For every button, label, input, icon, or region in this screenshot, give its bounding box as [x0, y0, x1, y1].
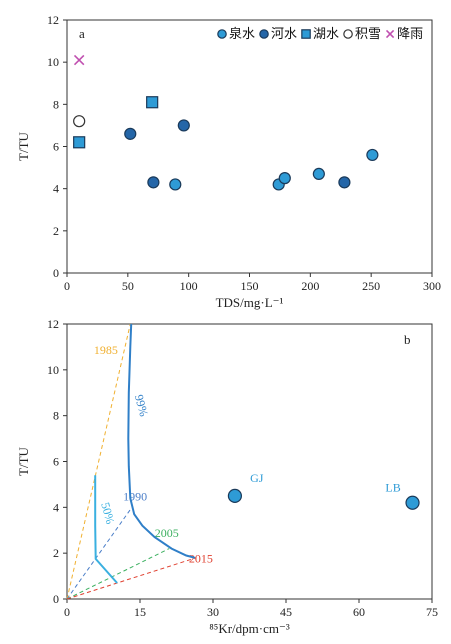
chart-b-y-tick-label: 0	[53, 592, 59, 606]
chart-b-y-axis-label: T/TU	[16, 446, 31, 475]
chart-b-line-99pct	[127, 323, 196, 559]
chart-a-legend-label: 湖水	[313, 27, 339, 42]
chart-a-point	[124, 127, 137, 140]
chart-b-x-tick-label: 15	[134, 605, 146, 619]
chart-b-plot-area	[66, 323, 433, 600]
chart-a-marks	[73, 54, 379, 191]
chart-b-line-1990	[66, 509, 131, 600]
chart-a-x-tick-label: 250	[362, 279, 380, 293]
chart-a-point	[73, 136, 86, 149]
chart-a-point	[169, 178, 182, 191]
chart-b-y-tick-label: 10	[47, 363, 59, 377]
chart-a-legend: 泉水 河水 湖水 积雪 降雨	[217, 26, 423, 42]
chart-a-x-tick-label: 150	[241, 279, 259, 293]
chart-a-x-tick-label: 0	[64, 279, 70, 293]
chart-a-y-tick-label: 4	[53, 182, 59, 196]
chart-b-axes: 0 15 30 45 60 75 0 2 4 6 8 10 12	[47, 317, 438, 619]
chart-a-legend-marker	[385, 29, 395, 39]
chart-a-legend-label: 泉水	[229, 26, 255, 42]
chart-b-point-label: GJ	[250, 471, 264, 485]
chart-b-line-label: 2015	[189, 551, 213, 565]
chart-a-point	[147, 176, 160, 189]
chart-a-x-axis-label: TDS/mg·L⁻¹	[216, 295, 284, 310]
chart-b-line-2015	[66, 557, 197, 600]
chart-a: 0 50 100 150 200 250 300 0 2 4 6 8 10 12 泉水 河水 湖水 积雪 降雨 a…	[16, 13, 441, 310]
chart-a-point	[73, 54, 85, 66]
chart-b-y-tick-label: 4	[53, 500, 59, 514]
chart-b-y-tick-label: 2	[53, 546, 59, 560]
chart-b-marks: GJ LB	[227, 471, 420, 510]
chart-b-line-label: 1990	[123, 489, 147, 503]
chart-a-x-tick-label: 100	[180, 279, 198, 293]
chart-a-legend-marker	[301, 29, 311, 39]
chart-a-point	[73, 115, 86, 128]
chart-b-point	[405, 495, 420, 510]
chart-b-y-tick-label: 8	[53, 409, 59, 423]
chart-b-x-tick-label: 0	[64, 605, 70, 619]
chart-a-legend-marker	[259, 29, 269, 39]
chart-a-legend-label: 积雪	[355, 27, 381, 42]
chart-b-line-label: 50%	[98, 501, 117, 526]
chart-b-line-label: 2005	[155, 526, 179, 540]
chart-b-x-tick-label: 45	[280, 605, 292, 619]
chart-a-legend-label: 降雨	[397, 27, 423, 42]
chart-b-y-tick-label: 12	[47, 317, 59, 331]
chart-b-x-tick-label: 75	[426, 605, 438, 619]
chart-b-line-1985	[66, 323, 131, 600]
chart-a-y-tick-label: 12	[47, 13, 59, 27]
chart-a-x-tick-label: 200	[301, 279, 319, 293]
chart-a-point-stroke	[73, 54, 85, 66]
chart-a-y-tick-label: 6	[53, 140, 59, 154]
chart-b-y-tick-label: 6	[53, 455, 59, 469]
chart-a-plot-area	[66, 19, 433, 274]
chart-a-point	[338, 176, 351, 189]
chart-a-y-tick-label: 0	[53, 266, 59, 280]
chart-a-y-tick-label: 10	[47, 55, 59, 69]
chart-b-line-2005	[66, 548, 170, 600]
chart-b-line-50pct	[94, 475, 118, 584]
chart-a-axes: 0 50 100 150 200 250 300 0 2 4 6 8 10 12	[47, 13, 441, 293]
chart-a-legend-marker	[343, 29, 353, 39]
chart-b-x-axis-label: ⁸⁵Kr/dpm·cm⁻³	[209, 621, 290, 636]
chart-a-point	[366, 148, 379, 162]
chart-a-x-tick-label: 50	[122, 279, 134, 293]
chart-a-panel-label: a	[79, 26, 85, 41]
chart-a-point	[278, 172, 291, 185]
chart-a-y-axis-label: T/TU	[16, 131, 31, 160]
chart-a-point	[312, 167, 325, 181]
chart-a-y-tick-label: 8	[53, 97, 59, 111]
chart-b-x-tick-label: 30	[207, 605, 219, 619]
chart-a-point-stroke	[385, 29, 395, 39]
chart-b: 0 15 30 45 60 75 0 2 4 6 8 10 12 1985 1990 2005 2015 99%…	[16, 317, 438, 636]
chart-b-x-tick-label: 60	[353, 605, 365, 619]
chart-a-x-tick-label: 300	[423, 279, 441, 293]
chart-a-legend-marker	[217, 29, 227, 39]
chart-b-line-label: 1985	[94, 343, 118, 357]
chart-b-point-label: LB	[385, 480, 400, 494]
chart-a-point	[146, 96, 159, 109]
chart-a-y-tick-label: 2	[53, 224, 59, 238]
chart-a-legend-label: 河水	[271, 27, 297, 42]
chart-b-lines: 1985 1990 2005 2015 99% 50%	[66, 323, 213, 600]
chart-b-line-label: 99%	[132, 393, 151, 418]
chart-b-panel-label: b	[404, 332, 411, 347]
chart-b-point	[227, 488, 242, 503]
chart-a-point	[177, 119, 190, 132]
